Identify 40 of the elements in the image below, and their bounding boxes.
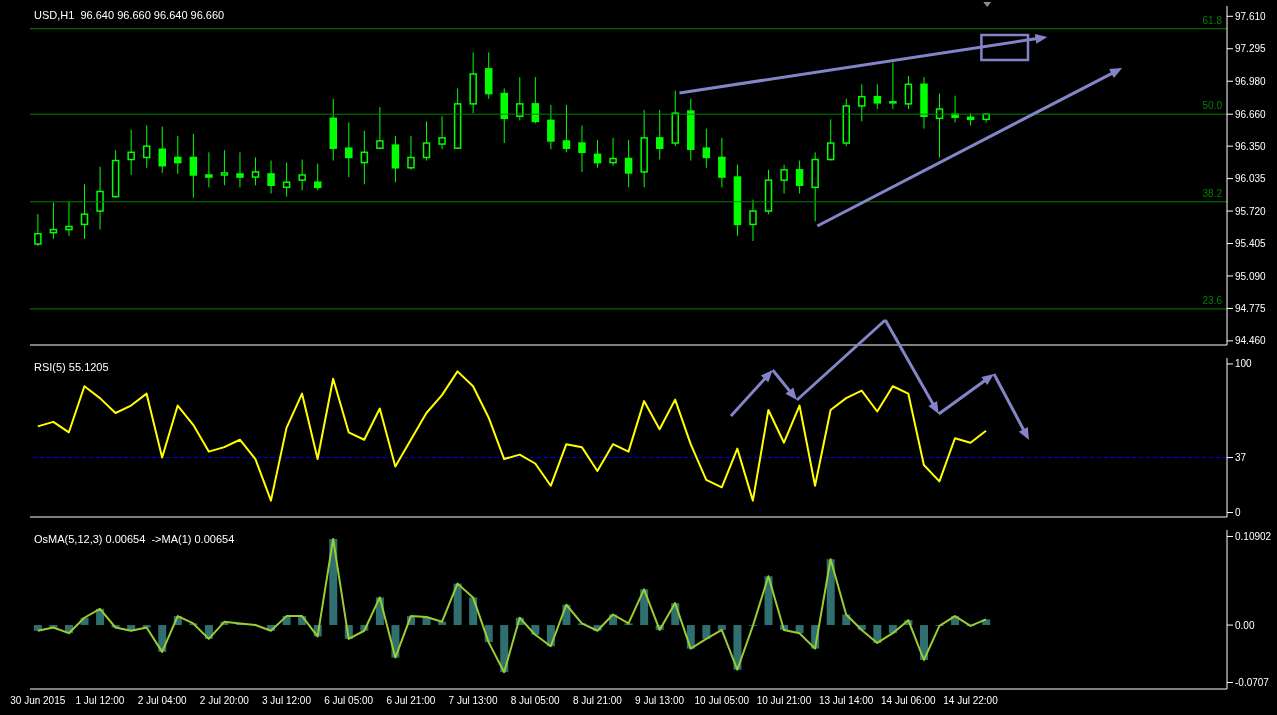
y-tick-label: 94.775: [1235, 302, 1267, 314]
y-tick-label: 97.610: [1235, 10, 1267, 22]
x-tick-label: 30 Jun 2015: [10, 695, 66, 707]
x-tick-label: 8 Jul 05:00: [510, 695, 561, 707]
x-tick-label: 9 Jul 13:00: [635, 695, 685, 707]
x-tick-label: 6 Jul 05:00: [324, 695, 374, 707]
annotation: 38.2: [1202, 187, 1223, 199]
chart-title: RSI(5) 55.1205: [34, 361, 109, 373]
annotation: 23.6: [1202, 294, 1223, 306]
y-tick-label: 95.405: [1235, 238, 1267, 250]
annotation: 50.0: [1202, 100, 1223, 112]
y-tick-label: -0.0707: [1235, 677, 1270, 689]
x-tick-label: 14 Jul 22:00: [943, 695, 999, 707]
y-tick-label: 0: [1235, 507, 1241, 519]
x-tick-label: 10 Jul 05:00: [694, 695, 750, 707]
x-tick-label: 1 Jul 12:00: [75, 695, 125, 707]
y-tick-label: 95.090: [1235, 270, 1267, 282]
y-tick-label: 96.035: [1235, 173, 1267, 185]
y-tick-label: 100: [1235, 358, 1253, 370]
y-tick-label: 37: [1235, 452, 1247, 464]
y-tick-label: 96.980: [1235, 75, 1267, 87]
x-tick-label: 8 Jul 21:00: [572, 695, 623, 707]
x-tick-label: 6 Jul 21:00: [386, 695, 436, 707]
chart-title: USD,H1 96.640 96.660 96.640 96.660: [34, 9, 225, 21]
x-tick-label: 2 Jul 20:00: [199, 695, 250, 707]
y-tick-label: 0.00: [1235, 619, 1255, 631]
x-tick-label: 14 Jul 06:00: [881, 695, 936, 707]
annotation: 61.8: [1202, 14, 1223, 26]
x-tick-label: 10 Jul 21:00: [756, 695, 812, 707]
x-tick-label: 2 Jul 04:00: [137, 695, 188, 707]
y-tick-label: 0.10902: [1235, 531, 1272, 543]
y-tick-label: 96.350: [1235, 140, 1267, 152]
x-tick-label: 13 Jul 14:00: [818, 695, 874, 707]
chart-title: OsMA(5,12,3) 0.00654 ->MA(1) 0.00654: [34, 533, 235, 545]
y-tick-label: 97.295: [1235, 43, 1267, 55]
x-tick-label: 7 Jul 13:00: [448, 695, 498, 707]
y-tick-label: 96.660: [1235, 108, 1267, 120]
y-tick-label: 94.460: [1235, 335, 1267, 347]
x-tick-label: 3 Jul 12:00: [262, 695, 312, 707]
y-tick-label: 95.720: [1235, 205, 1267, 217]
